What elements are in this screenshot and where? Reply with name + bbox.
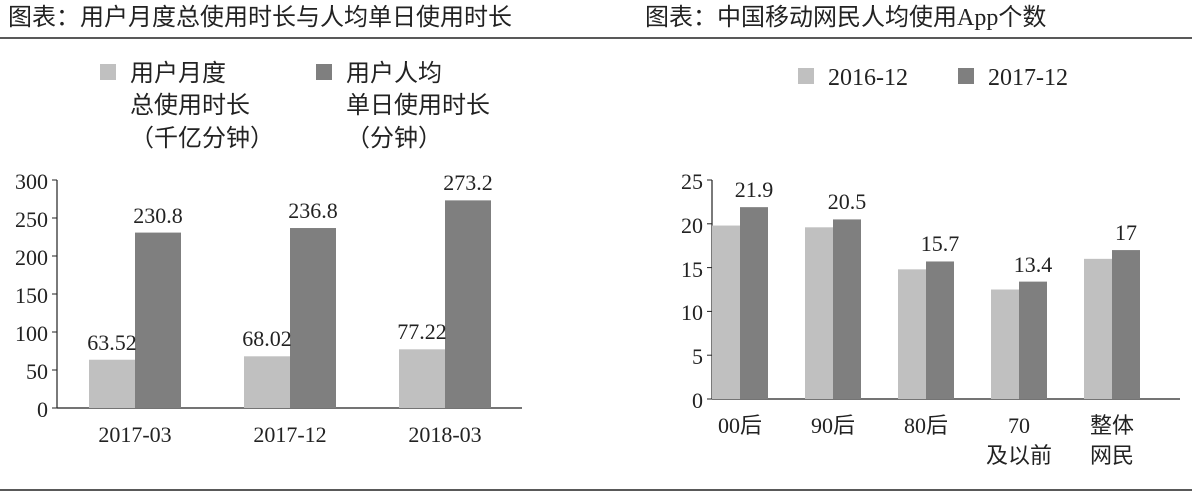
- value-label: 21.9: [734, 177, 774, 203]
- value-label: 63.52: [87, 329, 137, 355]
- bar: [290, 228, 336, 408]
- bar: [898, 269, 926, 399]
- bar: [926, 261, 954, 399]
- bar: [805, 227, 833, 399]
- y-tick-label: 10: [681, 300, 703, 326]
- x-tick-label: 2018-03: [408, 422, 482, 447]
- bar: [1084, 258, 1112, 399]
- bar: [833, 219, 861, 399]
- bar: [445, 200, 491, 408]
- y-tick-label: 5: [692, 344, 703, 370]
- value-label: 13.4: [1013, 251, 1053, 277]
- value-label: 15.7: [920, 231, 960, 257]
- y-tick-label: 200: [15, 245, 48, 270]
- value-label: 20.5: [827, 189, 867, 215]
- y-tick-label: 150: [15, 283, 48, 308]
- legend-swatch: [958, 68, 974, 84]
- x-tick-label: 70 及以前: [985, 413, 1052, 468]
- bar: [89, 359, 135, 408]
- legend-swatch: [798, 68, 814, 84]
- y-tick-label: 50: [26, 359, 48, 384]
- y-tick-label: 250: [15, 207, 48, 232]
- bar: [135, 232, 181, 408]
- y-tick-label: 0: [37, 397, 48, 422]
- value-label: 68.02: [242, 326, 292, 352]
- y-tick-label: 0: [692, 388, 703, 413]
- y-tick-label: 15: [681, 256, 703, 282]
- bar: [740, 207, 768, 399]
- bar: [1019, 281, 1047, 399]
- legend-label: 用户人均 单日使用时长 （分钟）: [346, 61, 490, 152]
- value-label: 273.2: [443, 170, 493, 196]
- x-tick-label: 2017-12: [253, 422, 327, 447]
- bar: [399, 349, 445, 408]
- chart-title: 图表：用户月度总使用时长与人均单日使用时长: [8, 5, 512, 31]
- y-tick-label: 25: [681, 169, 703, 194]
- x-tick-label: 00后: [717, 413, 762, 438]
- y-tick-label: 100: [15, 321, 48, 346]
- x-tick-label: 2017-03: [98, 422, 172, 447]
- chart-title: 图表：中国移动网民人均使用App个数: [645, 5, 1047, 31]
- x-tick-label: 90后: [810, 413, 855, 438]
- value-label: 77.22: [397, 319, 447, 345]
- legend-swatch: [100, 64, 116, 80]
- bar: [1112, 250, 1140, 399]
- legend-label: 2017-12: [988, 65, 1068, 91]
- legend-swatch: [316, 64, 332, 80]
- bar: [991, 289, 1019, 399]
- y-tick-label: 20: [681, 212, 703, 238]
- bar: [244, 356, 290, 408]
- value-label: 230.8: [133, 202, 183, 228]
- y-tick-label: 300: [15, 169, 48, 194]
- legend-label: 用户月度 总使用时长 （千亿分钟）: [130, 61, 274, 152]
- legend-label: 2016-12: [828, 65, 908, 91]
- x-tick-label: 80后: [903, 413, 948, 438]
- bar: [712, 225, 740, 399]
- value-label: 236.8: [288, 198, 338, 224]
- value-label: 17: [1115, 220, 1137, 246]
- x-tick-label: 整体 网民: [1089, 413, 1134, 468]
